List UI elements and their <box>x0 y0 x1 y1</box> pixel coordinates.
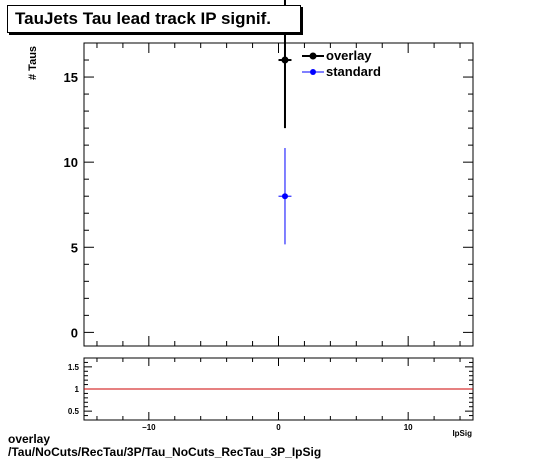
footer-line2: /Tau/NoCuts/RecTau/3P/Tau_NoCuts_RecTau_… <box>8 445 322 459</box>
main-y-tick-label: 10 <box>64 155 78 170</box>
main-y-tick-label: 0 <box>71 325 78 340</box>
title-box: TauJets Tau lead track IP signif. <box>7 5 301 33</box>
ratio-y-tick-label: 0.5 <box>68 407 80 416</box>
footer: overlay /Tau/NoCuts/RecTau/3P/Tau_NoCuts… <box>8 433 321 459</box>
main-plot-frame <box>83 42 474 347</box>
standard-point <box>281 193 288 200</box>
legend-standard-marker <box>310 69 316 75</box>
legend-overlay-marker <box>309 52 317 60</box>
chart-title: TauJets Tau lead track IP signif. <box>15 9 272 28</box>
x-axis-label: IpSig <box>452 429 472 438</box>
overlay-point <box>281 56 289 64</box>
ratio-x-tick-label: −10 <box>142 423 156 432</box>
ratio-x-tick-label: 0 <box>276 423 281 432</box>
main-y-tick-label: 15 <box>64 70 78 85</box>
ratio-y-tick-label: 1.5 <box>68 363 80 372</box>
y-axis-label: # Taus <box>27 46 39 80</box>
ratio-x-tick-label: 10 <box>404 423 413 432</box>
legend: overlay standard <box>302 48 381 79</box>
legend-overlay-label: overlay <box>326 48 372 63</box>
legend-standard-label: standard <box>326 64 381 79</box>
ratio-y-tick-label: 1 <box>75 385 80 394</box>
footer-line1: overlay <box>8 432 51 446</box>
main-y-tick-label: 5 <box>71 240 78 255</box>
